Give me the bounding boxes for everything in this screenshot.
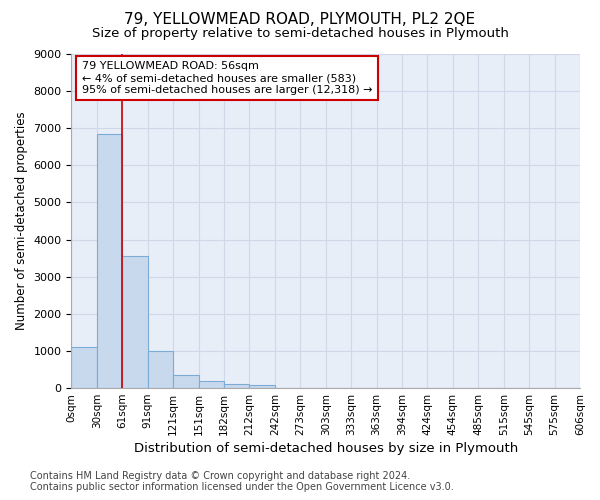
Y-axis label: Number of semi-detached properties: Number of semi-detached properties xyxy=(15,112,28,330)
X-axis label: Distribution of semi-detached houses by size in Plymouth: Distribution of semi-detached houses by … xyxy=(134,442,518,455)
Text: Size of property relative to semi-detached houses in Plymouth: Size of property relative to semi-detach… xyxy=(92,28,508,40)
Bar xyxy=(71,347,97,388)
Text: Contains HM Land Registry data © Crown copyright and database right 2024.
Contai: Contains HM Land Registry data © Crown c… xyxy=(30,471,454,492)
Bar xyxy=(199,380,224,388)
Bar xyxy=(122,256,148,388)
Bar xyxy=(97,134,122,388)
Bar xyxy=(173,375,199,388)
Bar xyxy=(148,351,173,388)
Bar xyxy=(250,386,275,388)
Text: 79 YELLOWMEAD ROAD: 56sqm
← 4% of semi-detached houses are smaller (583)
95% of : 79 YELLOWMEAD ROAD: 56sqm ← 4% of semi-d… xyxy=(82,62,372,94)
Text: 79, YELLOWMEAD ROAD, PLYMOUTH, PL2 2QE: 79, YELLOWMEAD ROAD, PLYMOUTH, PL2 2QE xyxy=(124,12,476,28)
Bar xyxy=(224,384,250,388)
